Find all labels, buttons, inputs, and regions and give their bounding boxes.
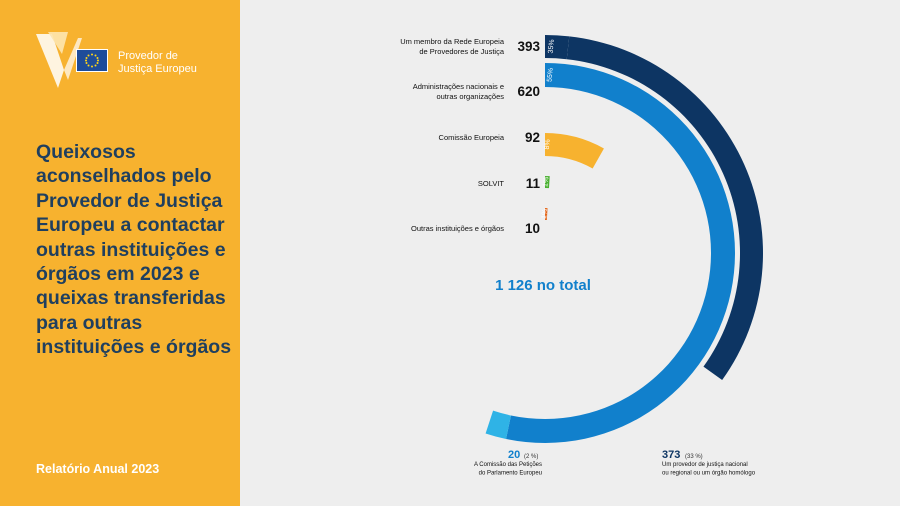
subseries-desc-1-0: A Comissão das Petições xyxy=(474,462,542,468)
pct-label-3: 1% xyxy=(542,176,550,187)
eu-flag-icon xyxy=(76,49,108,72)
series-name-1-0: Administrações nacionais e xyxy=(413,82,504,91)
pct-label-0: 35% xyxy=(548,39,556,54)
org-name-line2: Justiça Europeu xyxy=(118,63,197,75)
series-name-1-1: outras organizações xyxy=(436,92,504,101)
logo-mark-icon xyxy=(36,32,82,88)
subseries-desc-0-1: ou regional ou um órgão homólogo xyxy=(662,471,756,477)
subseries-value-0: 373 xyxy=(662,449,680,461)
series-arc-0 xyxy=(545,35,570,60)
value-label-4: 10 xyxy=(525,221,540,236)
total-label: 1 126 no total xyxy=(495,277,591,294)
pct-label-4: 1% xyxy=(541,208,549,219)
ombudsman-logo: Provedor de Justiça Europeu xyxy=(34,30,234,100)
series-arc-3 xyxy=(545,176,550,189)
report-label: Relatório Anual 2023 xyxy=(36,462,160,476)
side-panel: Provedor de Justiça Europeu Queixosos ac… xyxy=(0,0,240,506)
pct-label-2: 8% xyxy=(544,139,552,150)
series-name-0-0: Um membro da Rede Europeia xyxy=(400,37,505,46)
series-name-4-0: Outras instituições e órgãos xyxy=(411,224,504,233)
subseries-pct-0: (33 %) xyxy=(685,454,703,460)
series-name-0-1: de Provedores de Justiça xyxy=(419,47,504,56)
subseries-desc-1-1: do Parlamento Europeu xyxy=(479,471,542,477)
radial-chart: 35% 393 Um membro da Rede Europeia de Prove… xyxy=(240,0,900,506)
value-label-2: 92 xyxy=(525,130,540,145)
series-arc-4 xyxy=(545,208,548,221)
org-name-line1: Provedor de xyxy=(118,50,178,62)
value-label-1: 620 xyxy=(517,84,540,99)
value-label-0: 393 xyxy=(517,39,540,54)
subseries-value-1: 20 xyxy=(508,449,520,461)
series-arc-2 xyxy=(545,133,604,169)
subseries-arc-0 xyxy=(566,36,763,381)
series-name-3-0: SOLVIT xyxy=(478,179,505,188)
page-title: Queixosos aconselhados pelo Provedor de … xyxy=(36,141,232,359)
subseries-desc-0-0: Um provedor de justiça nacional xyxy=(662,462,748,468)
logo-text: Provedor de Justiça Europeu xyxy=(118,50,238,76)
pct-label-1: 55% xyxy=(546,68,554,83)
subseries-arc-1 xyxy=(485,410,511,439)
series-name-2-0: Comissão Europeia xyxy=(439,133,505,142)
value-label-3: 11 xyxy=(526,176,541,191)
subseries-pct-1: (2 %) xyxy=(524,454,538,460)
